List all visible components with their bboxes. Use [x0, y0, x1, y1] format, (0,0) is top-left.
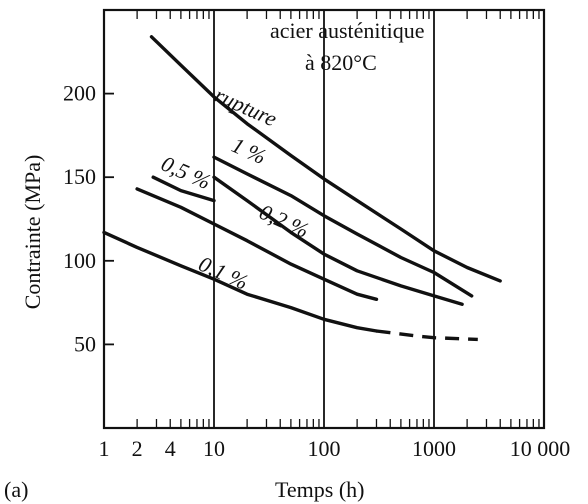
x-tick-label-4: 4 — [165, 436, 176, 461]
plot-frame — [102, 8, 546, 430]
series-dashed-0-1-4 — [376, 329, 478, 342]
axes — [102, 8, 546, 430]
x-tick-label-1: 1 — [99, 436, 110, 461]
series-label-0-5: 0,5 % — [158, 151, 215, 195]
x-tick-label-10000: 10 000 — [510, 436, 571, 461]
x-tick-label-10: 10 — [203, 436, 225, 461]
series-line-0-2-3 — [212, 175, 464, 306]
x-tick-label-100: 100 — [308, 436, 341, 461]
series-label-0-1: 0,1 % — [195, 251, 252, 295]
y-tick-label-200: 200 — [63, 81, 96, 106]
y-tick-label-150: 150 — [63, 164, 96, 189]
series-line-1-1 — [212, 155, 474, 298]
series-line-0-5-2 — [151, 175, 216, 203]
x-axis-title: Temps (h) — [275, 477, 365, 502]
x-tick-label-1000: 1000 — [412, 436, 456, 461]
ticks — [104, 10, 540, 428]
y-tick-label-100: 100 — [63, 248, 96, 273]
x-tick-label-2: 2 — [132, 436, 143, 461]
y-tick-label-50: 50 — [74, 331, 96, 356]
annotation-line-2: à 820°C — [305, 50, 377, 75]
series-line-0-1-4 — [102, 230, 379, 333]
series-line-rupture-0 — [149, 35, 502, 283]
grid-lines — [213, 10, 435, 428]
labels: acier austénitique à 820°C Temps (h) Con… — [4, 18, 570, 502]
panel-label: (a) — [4, 477, 28, 502]
y-axis-title: Contrainte (MPa) — [20, 155, 45, 310]
annotation-line-1: acier austénitique — [270, 18, 425, 43]
series-line-unnamed-5 — [135, 187, 379, 301]
series-lines — [102, 35, 502, 342]
